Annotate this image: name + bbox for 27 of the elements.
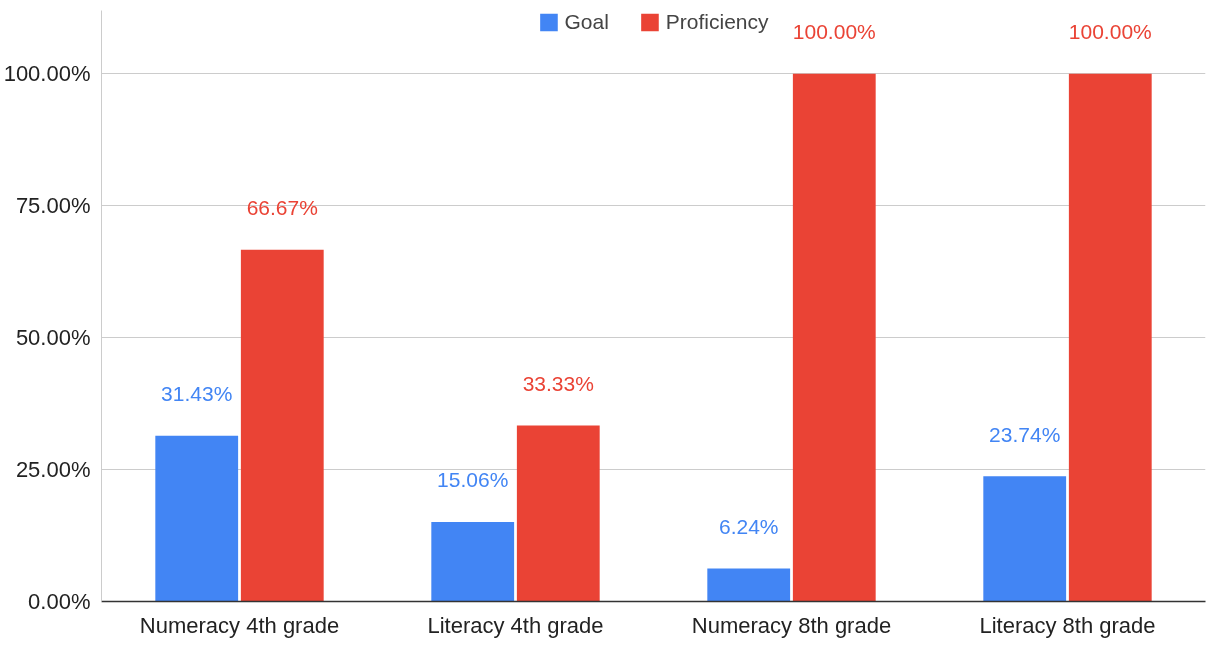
data-label: 6.24% — [718, 514, 779, 538]
y-tick-label: 0.00% — [28, 589, 91, 614]
data-label: 100.00% — [1068, 20, 1152, 44]
x-tick-label: Literacy 4th grade — [427, 612, 604, 638]
x-tick-label: Literacy 8th grade — [979, 612, 1156, 638]
x-tick-label: Numeracy 8th grade — [691, 612, 892, 638]
x-tick-label: Numeracy 4th grade — [139, 612, 340, 638]
data-label: 23.74% — [989, 422, 1061, 446]
bar — [983, 476, 1067, 602]
data-label: 66.67% — [246, 195, 318, 219]
data-label: 31.43% — [161, 381, 233, 405]
y-tick-label: 50.00% — [15, 325, 91, 351]
bar — [240, 249, 324, 602]
data-label: 33.33% — [522, 371, 594, 395]
bar — [707, 568, 791, 602]
bar — [1068, 73, 1152, 602]
y-tick-label: 100.00% — [3, 61, 91, 87]
data-label: 15.06% — [437, 468, 509, 492]
bar — [431, 522, 515, 602]
bar — [155, 435, 239, 602]
data-label: 100.00% — [792, 20, 876, 44]
y-tick-label: 25.00% — [15, 457, 91, 483]
bar — [792, 73, 876, 602]
legend-label: Goal — [564, 10, 609, 34]
bar — [516, 425, 600, 602]
legend-label: Proficiency — [665, 10, 769, 34]
y-tick-label: 75.00% — [15, 193, 91, 219]
